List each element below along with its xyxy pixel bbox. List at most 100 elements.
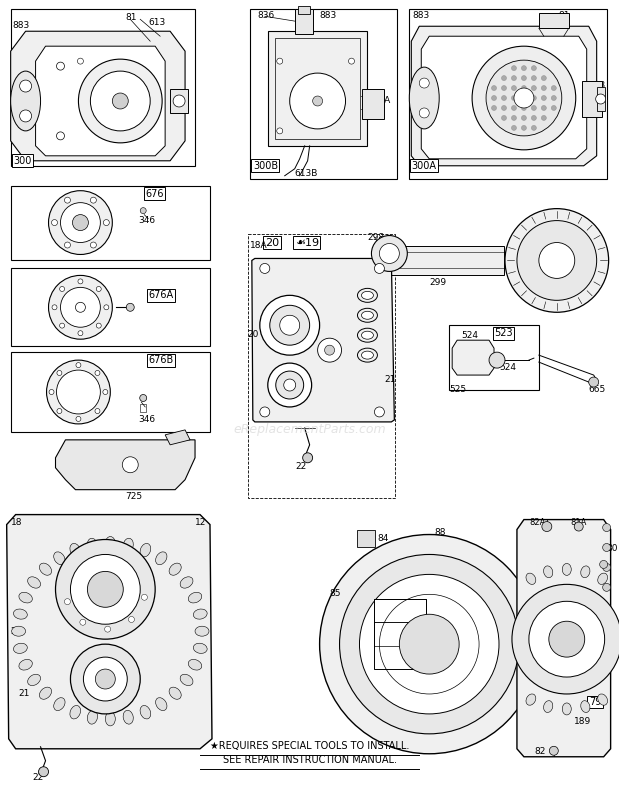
Circle shape <box>79 59 162 143</box>
Text: 20: 20 <box>576 684 587 693</box>
Circle shape <box>489 352 505 368</box>
Bar <box>374 623 426 646</box>
Circle shape <box>340 555 519 734</box>
Ellipse shape <box>87 538 97 552</box>
Circle shape <box>492 95 497 100</box>
Text: SEE REPAIR INSTRUCTION MANUAL.: SEE REPAIR INSTRUCTION MANUAL. <box>223 755 397 765</box>
Ellipse shape <box>581 566 590 578</box>
Text: 18: 18 <box>11 518 22 526</box>
Text: 82: 82 <box>534 747 545 756</box>
Circle shape <box>521 106 526 110</box>
Circle shape <box>105 626 110 632</box>
Text: 81A: 81A <box>571 518 587 526</box>
Text: 18A: 18A <box>250 241 267 249</box>
Polygon shape <box>517 520 611 757</box>
Circle shape <box>551 85 556 91</box>
Text: ★REQUIRES SPECIAL TOOLS TO INSTALL.: ★REQUIRES SPECIAL TOOLS TO INSTALL. <box>210 741 409 751</box>
Circle shape <box>325 345 335 355</box>
Ellipse shape <box>180 675 193 686</box>
Circle shape <box>91 242 96 248</box>
Circle shape <box>541 85 546 91</box>
Ellipse shape <box>361 331 373 339</box>
Text: 725: 725 <box>125 492 143 501</box>
Circle shape <box>95 371 100 376</box>
Circle shape <box>56 540 155 639</box>
Bar <box>374 600 426 669</box>
Circle shape <box>140 208 146 214</box>
Ellipse shape <box>40 563 51 575</box>
Ellipse shape <box>409 67 439 129</box>
Text: 22: 22 <box>33 772 44 782</box>
Ellipse shape <box>54 552 65 565</box>
Text: 613B: 613B <box>294 169 318 178</box>
Bar <box>140 404 146 412</box>
Circle shape <box>96 323 101 328</box>
Circle shape <box>284 379 296 391</box>
Circle shape <box>46 360 110 424</box>
Circle shape <box>20 80 32 92</box>
Circle shape <box>517 221 596 301</box>
Bar <box>275 38 360 139</box>
Circle shape <box>502 95 507 100</box>
Ellipse shape <box>14 643 27 653</box>
Polygon shape <box>252 259 394 422</box>
Circle shape <box>64 599 71 604</box>
Ellipse shape <box>544 566 553 578</box>
Circle shape <box>78 279 83 284</box>
Circle shape <box>38 767 48 776</box>
Text: 84: 84 <box>378 533 389 543</box>
Circle shape <box>140 394 147 402</box>
Circle shape <box>603 583 611 591</box>
Circle shape <box>374 264 384 274</box>
Circle shape <box>374 407 384 417</box>
Circle shape <box>512 125 516 130</box>
Circle shape <box>57 371 62 376</box>
Circle shape <box>514 88 534 108</box>
Ellipse shape <box>70 544 81 557</box>
Circle shape <box>502 106 507 110</box>
Bar <box>11 352 210 432</box>
Bar <box>11 9 195 166</box>
Circle shape <box>71 644 140 714</box>
Circle shape <box>260 295 320 355</box>
Bar <box>358 529 376 548</box>
Circle shape <box>277 58 283 64</box>
Circle shape <box>531 115 536 121</box>
Ellipse shape <box>188 593 202 603</box>
Circle shape <box>260 407 270 417</box>
Circle shape <box>56 62 64 70</box>
Ellipse shape <box>361 351 373 359</box>
Ellipse shape <box>544 701 553 712</box>
Circle shape <box>80 619 86 625</box>
Text: 12: 12 <box>195 518 206 526</box>
Ellipse shape <box>123 710 133 724</box>
Text: 676A: 676A <box>148 290 174 301</box>
Circle shape <box>76 363 81 368</box>
Circle shape <box>512 65 516 70</box>
Circle shape <box>521 76 526 80</box>
Circle shape <box>112 93 128 109</box>
Bar <box>294 9 312 34</box>
Circle shape <box>472 47 576 150</box>
Circle shape <box>502 76 507 80</box>
Circle shape <box>531 65 536 70</box>
Circle shape <box>268 363 312 407</box>
Ellipse shape <box>87 710 97 724</box>
Ellipse shape <box>361 312 373 320</box>
Circle shape <box>492 85 497 91</box>
Circle shape <box>20 110 32 122</box>
Circle shape <box>531 76 536 80</box>
Circle shape <box>521 115 526 121</box>
Circle shape <box>126 303 135 312</box>
Circle shape <box>521 95 526 100</box>
Bar <box>539 13 569 28</box>
Circle shape <box>603 563 611 571</box>
Polygon shape <box>421 36 587 159</box>
Circle shape <box>60 286 64 291</box>
Circle shape <box>91 197 96 203</box>
Ellipse shape <box>156 552 167 565</box>
Circle shape <box>317 338 342 362</box>
Circle shape <box>91 71 150 131</box>
Circle shape <box>521 125 526 130</box>
Bar <box>11 268 210 346</box>
